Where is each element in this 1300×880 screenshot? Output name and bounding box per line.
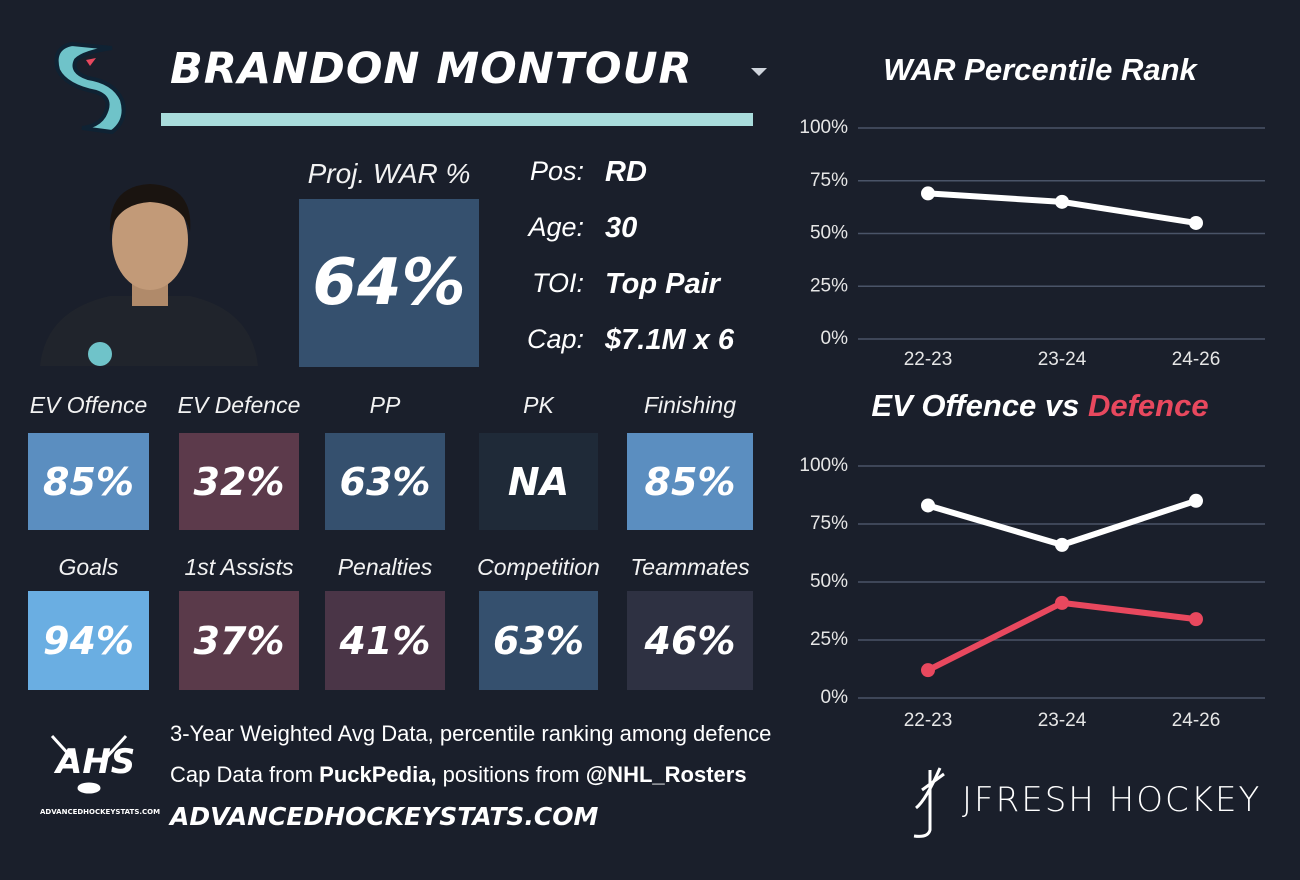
tile-value: NA bbox=[479, 433, 598, 530]
tile-label: EV Offence bbox=[29, 392, 148, 418]
title-part: Defence bbox=[1088, 388, 1209, 423]
x-tick-label: 22-23 bbox=[904, 349, 953, 370]
tile-value: 41% bbox=[325, 591, 445, 690]
y-tick-label: 25% bbox=[810, 629, 848, 650]
tile-value: 85% bbox=[28, 433, 149, 530]
player-name: BRANDON MONTOUR bbox=[170, 44, 693, 94]
info-label: Age: bbox=[528, 212, 584, 242]
chart-title: EV Offence vs Defence bbox=[871, 388, 1208, 423]
info-label: Cap: bbox=[526, 324, 584, 354]
dropdown-caret[interactable] bbox=[751, 68, 767, 76]
tile-label: 1st Assists bbox=[184, 554, 294, 580]
tile-label: Competition bbox=[477, 554, 600, 580]
chart-title: WAR Percentile Rank bbox=[883, 52, 1198, 87]
tile-value: 32% bbox=[179, 433, 299, 530]
tile-label: Teammates bbox=[630, 554, 750, 580]
info-value: RD bbox=[605, 156, 647, 188]
info-value: Top Pair bbox=[605, 268, 720, 300]
point bbox=[921, 663, 935, 678]
tile-label: PP bbox=[369, 392, 401, 418]
y-tick-label: 75% bbox=[810, 513, 848, 534]
point bbox=[921, 498, 935, 513]
y-tick-label: 50% bbox=[810, 223, 848, 244]
tile-value: 37% bbox=[179, 591, 299, 690]
y-tick-label: 0% bbox=[821, 328, 849, 349]
footer-text: @NHL_Rosters bbox=[585, 762, 747, 787]
brand: JFRESH HOCKEY bbox=[962, 780, 1262, 820]
tile-label: Goals bbox=[58, 554, 119, 580]
tile-value: 46% bbox=[627, 591, 753, 690]
tile-label: PK bbox=[523, 392, 554, 418]
x-tick-label: 22-23 bbox=[904, 710, 953, 731]
info-value: 30 bbox=[605, 212, 638, 244]
footer-line1: 3-Year Weighted Avg Data, percentile ran… bbox=[170, 721, 772, 746]
y-tick-label: 50% bbox=[810, 571, 848, 592]
y-tick-label: 0% bbox=[821, 687, 849, 708]
tile-value: 94% bbox=[28, 591, 149, 690]
y-tick-label: 100% bbox=[799, 117, 848, 138]
info-label: TOI: bbox=[531, 268, 584, 298]
series-line bbox=[926, 599, 1197, 673]
point bbox=[1189, 215, 1203, 230]
x-tick-label: 24-26 bbox=[1172, 349, 1221, 370]
point bbox=[1189, 493, 1203, 508]
tile-label: EV Defence bbox=[177, 392, 301, 418]
proj-label: Proj. WAR % bbox=[307, 158, 471, 189]
tile-value: 85% bbox=[627, 433, 753, 530]
point bbox=[1055, 194, 1069, 209]
team-logo bbox=[54, 41, 126, 135]
x-tick-label: 23-24 bbox=[1038, 349, 1087, 370]
point bbox=[1189, 612, 1203, 627]
x-tick-label: 23-24 bbox=[1038, 710, 1087, 731]
y-tick-label: 75% bbox=[810, 170, 848, 191]
jfresh-logo bbox=[913, 767, 945, 838]
footer-text: positions from bbox=[436, 762, 586, 787]
tile-label: Finishing bbox=[643, 392, 737, 418]
title-part: EV Offence vs bbox=[871, 388, 1088, 423]
tile-value: 63% bbox=[479, 591, 598, 690]
footer-text: Cap Data from bbox=[170, 762, 320, 787]
point bbox=[1055, 595, 1069, 610]
x-tick-label: 24-26 bbox=[1172, 710, 1221, 731]
footer-text: PuckPedia, bbox=[319, 762, 437, 787]
point bbox=[1055, 537, 1069, 552]
footer-line2: Cap Data from PuckPedia, positions from … bbox=[170, 762, 747, 788]
proj-value: 64% bbox=[299, 199, 479, 367]
ahs-caption: ADVANCEDHOCKEYSTATS.COM bbox=[40, 808, 161, 816]
info-label: Pos: bbox=[529, 156, 584, 186]
title-underline bbox=[161, 113, 753, 126]
ahs-text: AHS bbox=[56, 742, 136, 782]
y-tick-label: 25% bbox=[810, 275, 848, 296]
y-tick-label: 100% bbox=[799, 455, 848, 476]
ahs-logo bbox=[50, 734, 128, 794]
tile-label: Penalties bbox=[337, 554, 433, 580]
player-photo bbox=[40, 184, 258, 366]
site-url: ADVANCEDHOCKEYSTATS.COM bbox=[170, 802, 599, 831]
point bbox=[921, 186, 935, 201]
info-value: $7.1M x 6 bbox=[605, 324, 734, 356]
tile-value: 63% bbox=[325, 433, 445, 530]
